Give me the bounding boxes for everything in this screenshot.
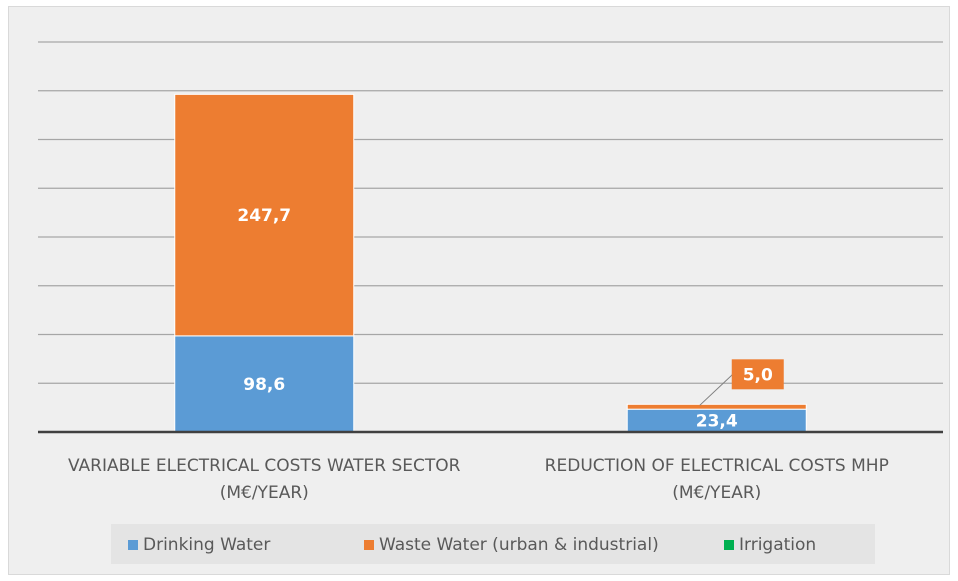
- legend-label: Drinking Water: [143, 535, 270, 555]
- legend-box: [111, 524, 875, 564]
- legend-swatch: [724, 540, 734, 550]
- category-label: VARIABLE ELECTRICAL COSTS WATER SECTOR: [68, 456, 461, 476]
- leader-line: [699, 373, 734, 406]
- category-label: (M€/YEAR): [672, 483, 761, 503]
- data-label-box: [731, 359, 784, 390]
- data-label: 247,7: [237, 206, 291, 226]
- legend-swatch: [364, 540, 374, 550]
- chart-frame: 98,6 247,7 VARIABLE ELECTRICAL COSTS WATER…: [8, 6, 950, 575]
- category-label: (M€/YEAR): [220, 483, 309, 503]
- legend-swatch: [128, 540, 138, 550]
- bar-segment: [174, 93, 355, 337]
- chart-svg: 98,6 247,7 VARIABLE ELECTRICAL COSTS WATER…: [38, 41, 943, 564]
- data-label: 5,0: [743, 365, 773, 385]
- category-label: REDUCTION OF ELECTRICAL COSTS MHP: [545, 456, 889, 476]
- bar-segment: [626, 403, 807, 410]
- data-label: 23,4: [696, 412, 738, 432]
- legend-label: Waste Water (urban & industrial): [379, 535, 659, 555]
- bar-segment: [174, 335, 355, 433]
- legend-label: Irrigation: [739, 535, 816, 555]
- data-label: 98,6: [243, 375, 285, 395]
